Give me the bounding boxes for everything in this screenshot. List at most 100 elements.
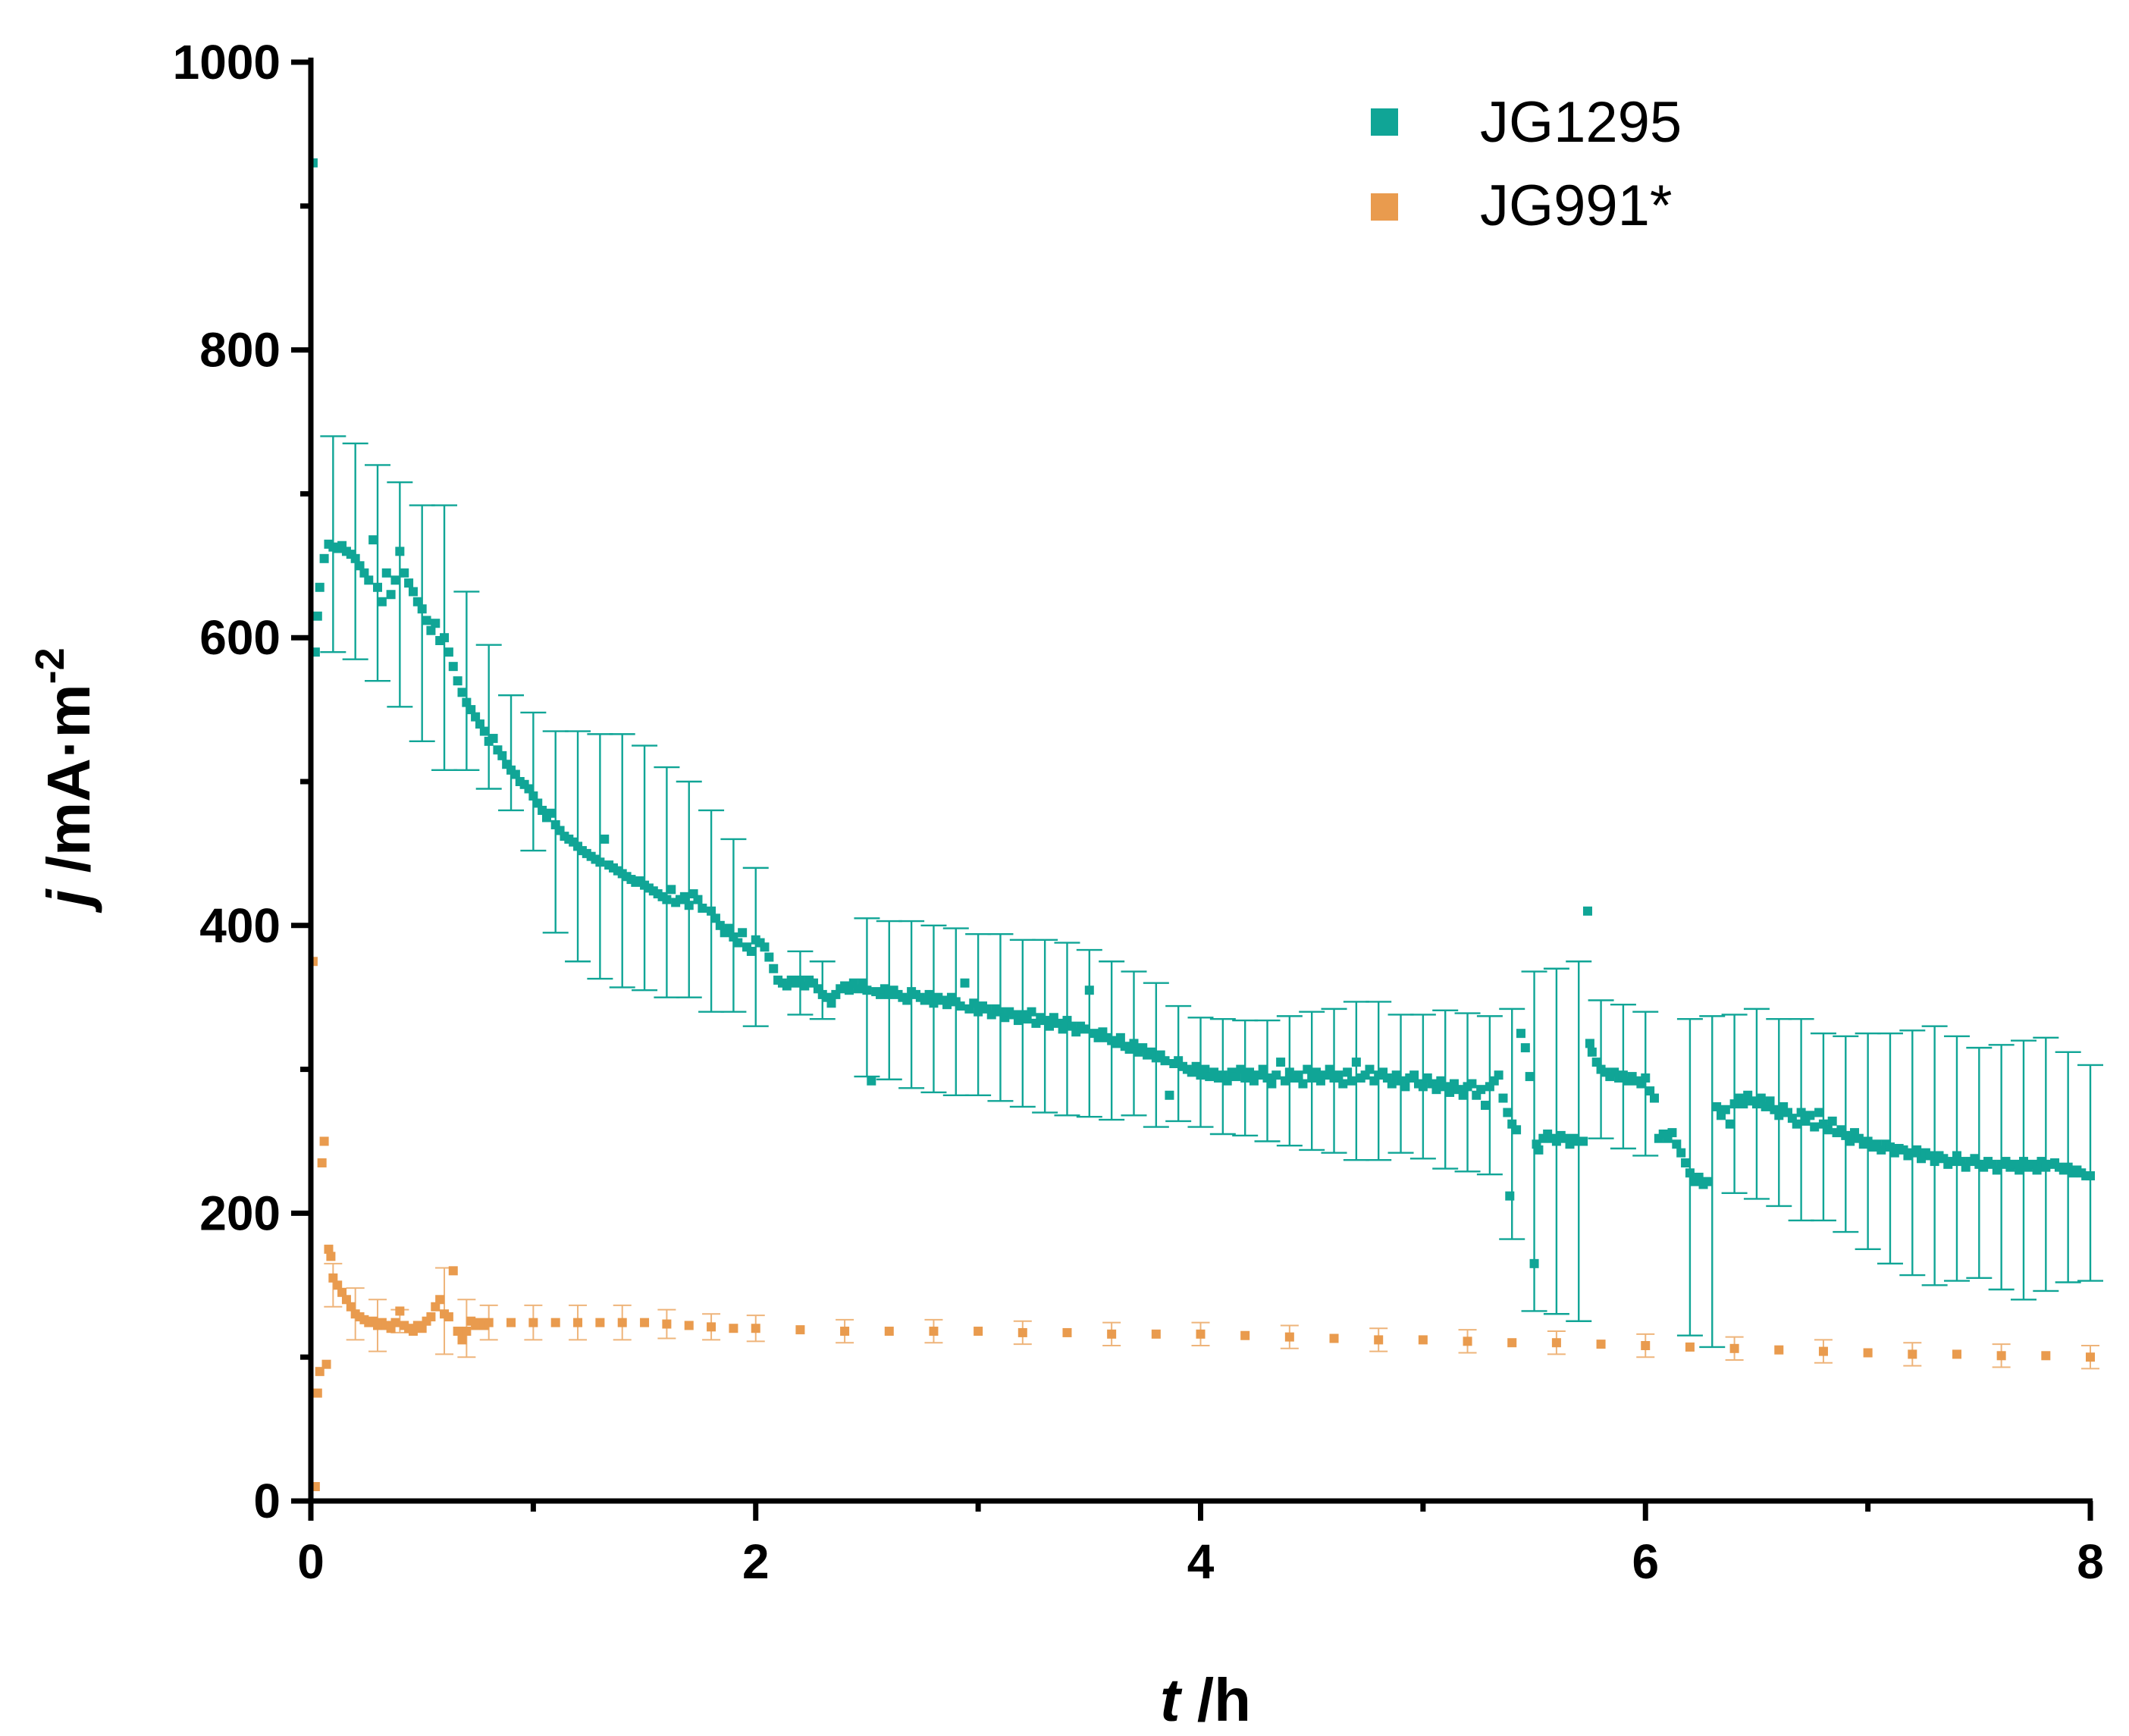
data-point-jg991 [321, 1359, 331, 1369]
data-point-jg1295 [746, 946, 756, 956]
data-point-jg1295 [1582, 906, 1592, 916]
data-point-jg1295 [1792, 1119, 1801, 1129]
data-point-jg1295 [1458, 1090, 1468, 1100]
data-point-jg991 [1908, 1349, 1917, 1359]
data-point-jg1295 [1796, 1108, 1806, 1117]
data-point-jg1295 [355, 561, 365, 571]
x-tick-label: 4 [1187, 1534, 1215, 1589]
data-point-jg1295 [1280, 1076, 1290, 1086]
x-tick-label: 8 [2077, 1534, 2104, 1589]
legend-swatch-jg1295 [1371, 108, 1398, 136]
data-point-jg991 [1685, 1342, 1695, 1352]
data-point-jg991 [707, 1322, 716, 1332]
data-point-jg991 [1996, 1351, 2006, 1361]
data-point-jg1295 [466, 705, 476, 715]
data-point-jg1295 [1827, 1116, 1837, 1126]
data-point-jg1295 [1579, 1136, 1588, 1146]
data-point-jg1295 [1756, 1093, 1766, 1103]
data-point-jg991 [435, 1295, 445, 1305]
data-point-jg1295 [955, 1001, 965, 1011]
data-point-jg1295 [408, 587, 418, 597]
error-bar [387, 481, 413, 708]
data-point-jg1295 [1236, 1064, 1246, 1074]
error-bar [920, 924, 947, 1094]
error-bar [654, 766, 680, 998]
data-point-jg991 [453, 1327, 462, 1336]
data-point-jg991 [528, 1318, 538, 1327]
data-point-jg1295 [1045, 1021, 1055, 1031]
y-tick-label: 600 [199, 610, 281, 665]
data-point-jg1295 [381, 568, 391, 578]
data-point-jg1295 [1115, 1033, 1125, 1042]
data-point-jg1295 [902, 995, 912, 1005]
data-point-jg1295 [1672, 1139, 1682, 1149]
data-point-jg1295 [1676, 1148, 1686, 1158]
data-point-jg1295 [497, 750, 507, 760]
data-point-jg991 [1240, 1330, 1250, 1340]
data-point-jg1295 [1516, 1029, 1525, 1039]
data-point-jg991 [457, 1335, 467, 1345]
data-point-jg1295 [1845, 1136, 1855, 1146]
data-point-jg1295 [400, 568, 409, 578]
data-point-jg991 [1062, 1327, 1072, 1337]
data-point-jg991 [1551, 1338, 1561, 1348]
error-bar [475, 644, 502, 790]
data-point-jg991 [1952, 1349, 1961, 1359]
data-point-layer [308, 158, 2095, 1492]
x-axis-title: t /h [1160, 1666, 1251, 1734]
data-point-jg1295 [1667, 1128, 1677, 1138]
data-point-jg1295 [431, 619, 441, 628]
data-point-jg1295 [1165, 1090, 1174, 1100]
error-bar [498, 694, 525, 812]
data-point-jg991 [1774, 1345, 1784, 1355]
data-point-jg1295 [422, 616, 431, 625]
data-point-jg1295 [368, 535, 378, 545]
data-point-jg1295 [373, 582, 383, 592]
data-point-jg1295 [1805, 1111, 1815, 1120]
data-point-jg1295 [1160, 1056, 1170, 1066]
data-point-jg1295 [1312, 1067, 1322, 1077]
data-point-jg1295 [1365, 1064, 1375, 1074]
tick-labels: 0 200 400 600 800 1000 0 2 4 6 8 [173, 35, 2104, 1589]
data-point-jg1295 [1720, 1105, 1730, 1114]
data-point-jg1295 [453, 676, 462, 686]
y-tick-label: 800 [199, 323, 281, 378]
data-point-jg1295 [312, 611, 322, 621]
data-point-jg1295 [2032, 1165, 2042, 1175]
data-point-jg1295 [1774, 1111, 1784, 1120]
data-point-jg1295 [1400, 1082, 1410, 1092]
data-point-jg1295 [1739, 1099, 1748, 1109]
data-point-jg1295 [733, 938, 743, 948]
data-point-jg1295 [1191, 1061, 1201, 1071]
error-bar [365, 464, 391, 682]
data-point-jg1295 [448, 662, 458, 672]
data-point-jg991 [1374, 1335, 1384, 1345]
data-point-jg1295 [1418, 1082, 1428, 1092]
data-point-jg1295 [1585, 1039, 1594, 1048]
data-point-jg1295 [1138, 1043, 1148, 1053]
data-point-jg1295 [1293, 1070, 1303, 1080]
data-point-jg991 [1596, 1340, 1606, 1349]
data-point-jg1295 [1445, 1087, 1455, 1097]
data-point-jg1295 [1551, 1136, 1561, 1146]
legend-item-jg1295: JG1295 [1371, 90, 1682, 155]
data-point-jg1295 [1231, 1072, 1241, 1082]
error-bar [876, 920, 902, 1081]
data-point-jg1295 [826, 998, 836, 1008]
data-point-jg1295 [1347, 1076, 1356, 1086]
data-point-jg991 [315, 1367, 325, 1377]
data-point-jg1295 [350, 553, 360, 563]
data-point-jg1295 [1129, 1039, 1139, 1048]
data-point-jg1295 [1534, 1145, 1544, 1155]
data-point-jg1295 [479, 726, 489, 736]
data-point-jg991 [729, 1324, 738, 1333]
x-tick-label: 0 [297, 1534, 325, 1589]
data-point-jg1295 [1649, 1093, 1659, 1103]
error-bar [453, 591, 480, 772]
data-point-jg1295 [1641, 1073, 1651, 1083]
data-point-jg1295 [1351, 1058, 1361, 1067]
data-point-jg991 [1017, 1327, 1027, 1337]
error-bar [609, 733, 635, 989]
data-point-jg1295 [462, 697, 472, 707]
